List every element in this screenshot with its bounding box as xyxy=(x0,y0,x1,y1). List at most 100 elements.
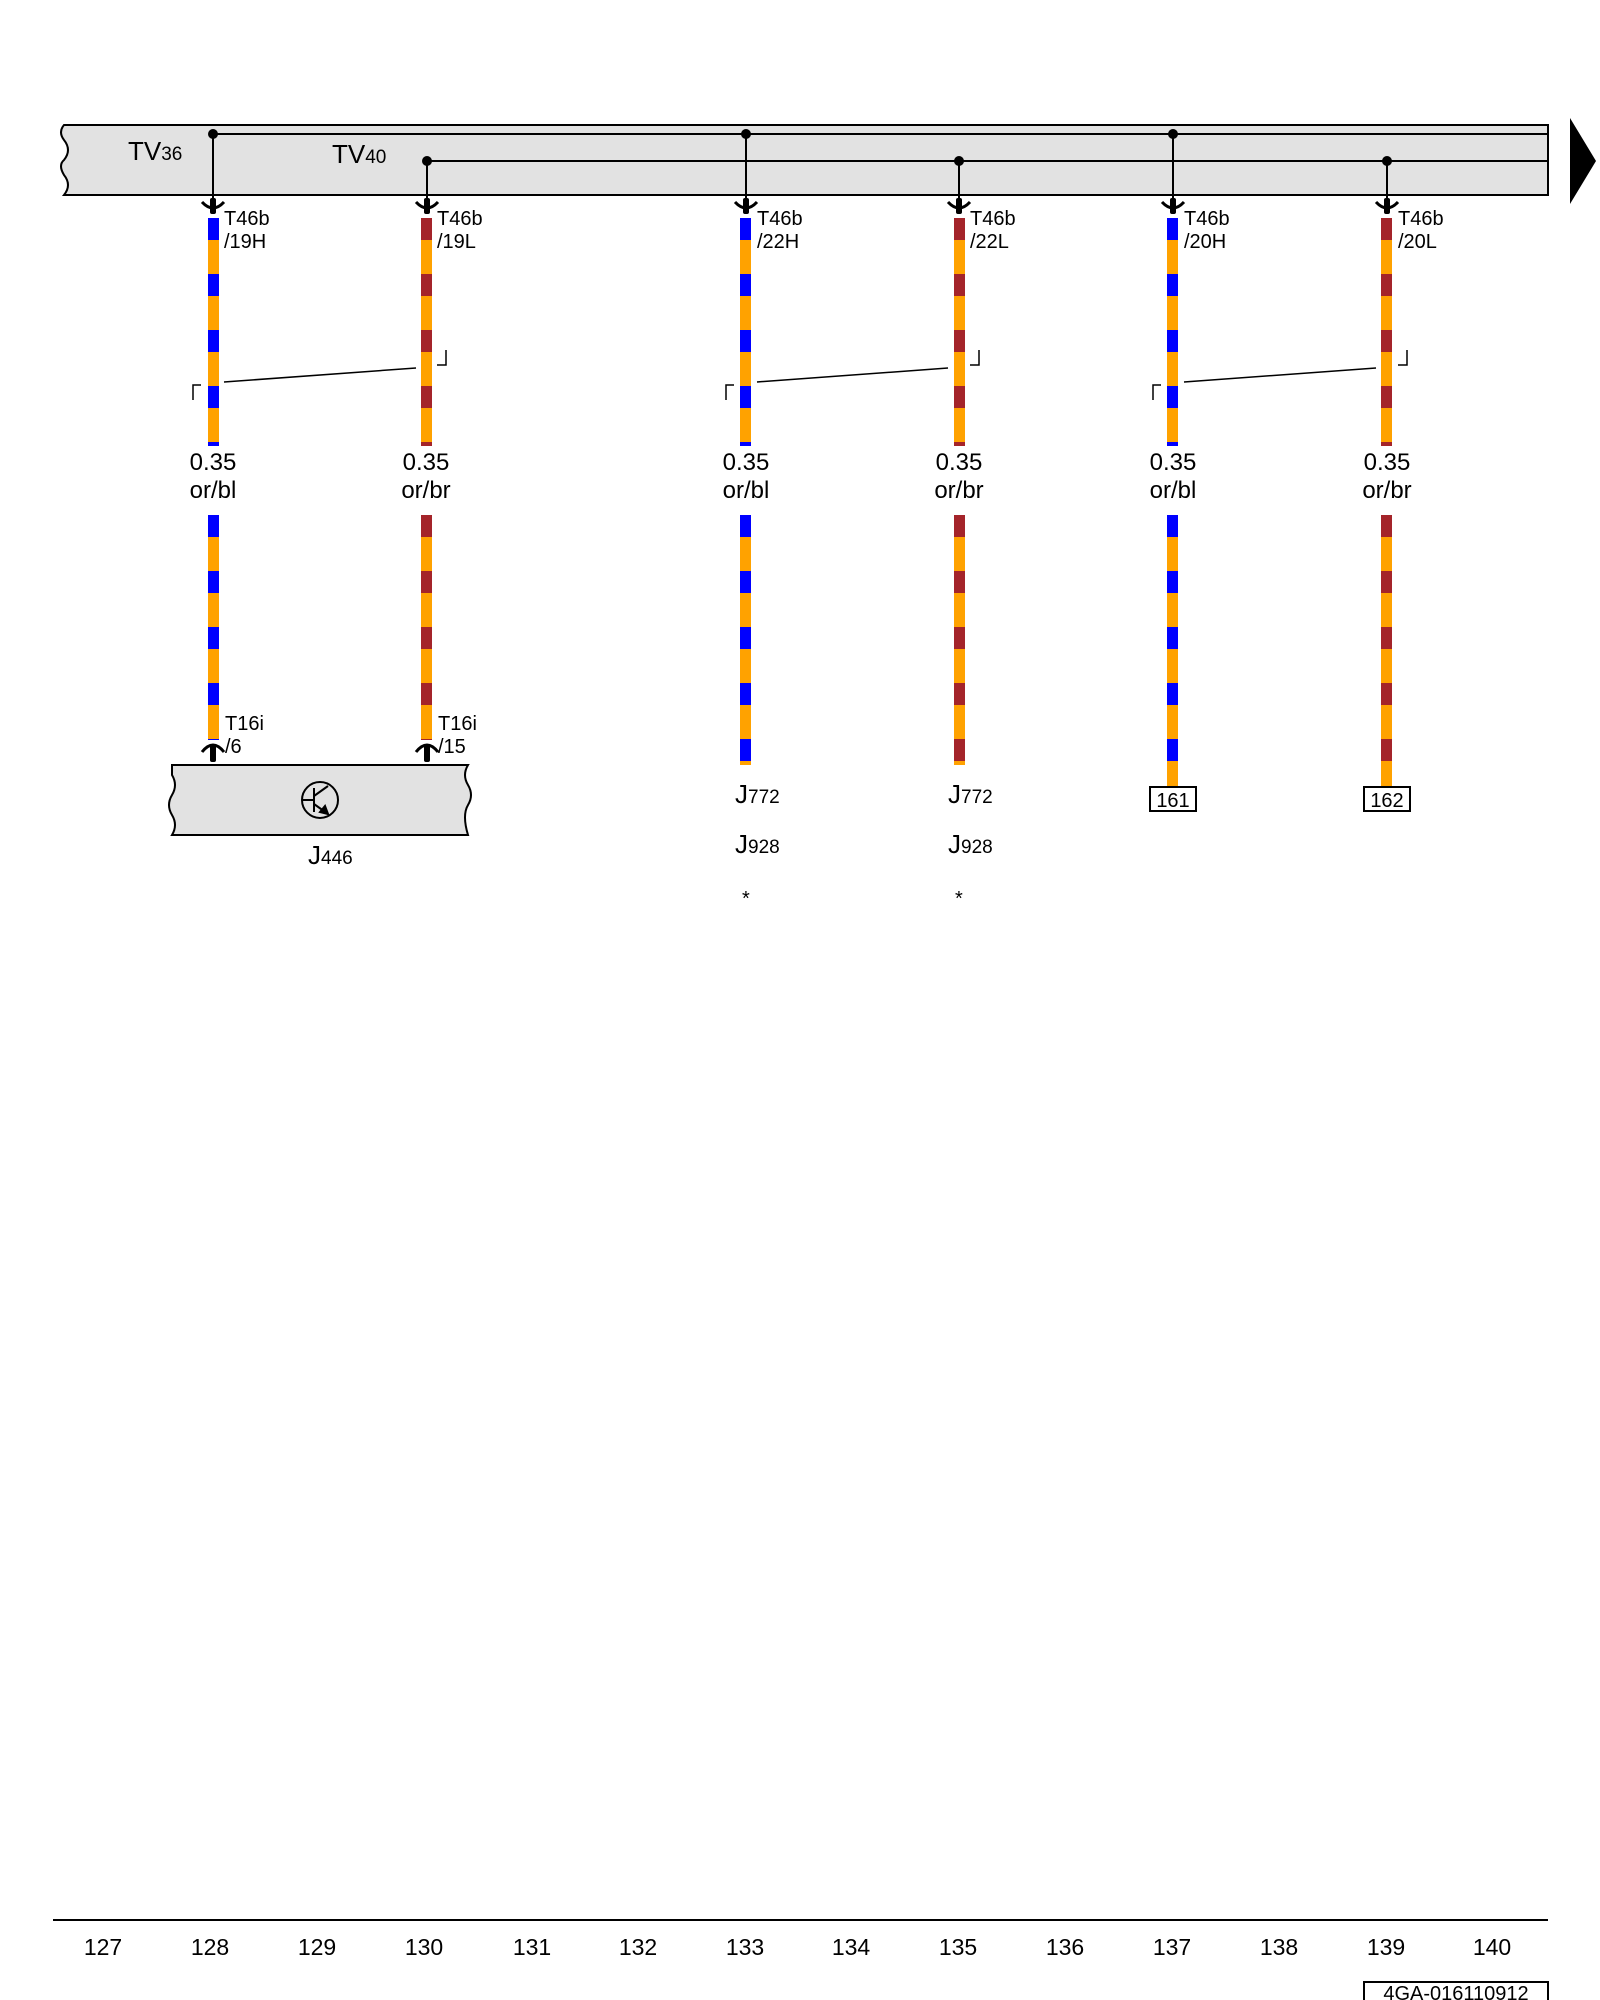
wire-stripe-130-0 xyxy=(421,515,432,537)
connector-pin-icon xyxy=(1160,198,1186,214)
wire-139-connector: T46b xyxy=(1398,208,1444,230)
wire-stripe-128-3 xyxy=(208,683,219,705)
wire-139: T46b /20L 0.35 or/br xyxy=(1362,208,1444,787)
dest-135-line2-main: J xyxy=(948,829,961,859)
wire-stripe-130-0 xyxy=(421,218,432,240)
column-numbers: 127 128 129 130 131 132 133 134 135 136 … xyxy=(84,1934,1511,1960)
wire-133-color-code: or/bl xyxy=(723,477,770,504)
dest-133-line1: J772 xyxy=(735,779,780,809)
connector-pin-icon xyxy=(200,198,226,214)
connector-pin-icon xyxy=(733,198,759,214)
junction-dot xyxy=(1382,156,1392,166)
column-number: 127 xyxy=(84,1934,122,1960)
wire-stripe-137-2 xyxy=(1167,330,1178,352)
dest-135-line2: J928 xyxy=(948,829,993,859)
wire-stripe-139-3 xyxy=(1381,386,1392,408)
wire-stripe-139-0 xyxy=(1381,515,1392,537)
bottom-connector-2-pin: /15 xyxy=(438,736,466,758)
dest-133-line2-sub: 928 xyxy=(748,837,780,858)
column-number: 136 xyxy=(1046,1934,1084,1960)
arrow-right-icon xyxy=(1570,118,1596,204)
wire-stripe-128-2 xyxy=(208,627,219,649)
twisted-pair-markers xyxy=(192,350,1408,400)
wire-137-connector: T46b xyxy=(1184,208,1230,230)
twisted-pair-137-139 xyxy=(1152,350,1408,400)
junction-dot xyxy=(422,156,432,166)
wire-stripe-135-3 xyxy=(954,683,965,705)
column-number: 140 xyxy=(1473,1934,1511,1960)
twisted-pair-133-135 xyxy=(725,350,980,400)
wire-stripe-135-2 xyxy=(954,627,965,649)
connector-pin-icon xyxy=(414,743,440,762)
wire-stripe-137-3 xyxy=(1167,386,1178,408)
wire-135-pin: /22L xyxy=(970,231,1009,253)
wire-stripe-137-4 xyxy=(1167,739,1178,761)
wire-stripe-137-2 xyxy=(1167,627,1178,649)
dest-135-line1-sub: 772 xyxy=(961,787,993,808)
wire-130-gauge: 0.35 xyxy=(403,449,450,476)
column-number: 134 xyxy=(832,1934,871,1960)
wire-stripe-133-0 xyxy=(740,515,751,537)
component-j446-box xyxy=(168,764,472,836)
top-connector-symbols xyxy=(200,198,1400,214)
wire-stripe-139-1 xyxy=(1381,274,1392,296)
wire-stripe-135-0 xyxy=(954,218,965,240)
wire-stripe-130-1 xyxy=(421,274,432,296)
wire-stripe-135-4 xyxy=(954,442,965,446)
wire-stripe-130-2 xyxy=(421,627,432,649)
bus-label-tv36: TV36 xyxy=(128,136,182,166)
ref-162-label: 162 xyxy=(1370,790,1403,812)
ref-box-161 xyxy=(1149,786,1197,812)
wire-137-pin: /20H xyxy=(1184,231,1226,253)
wire-stripe-139-4 xyxy=(1381,442,1392,446)
bus-label-tv40-main: TV xyxy=(332,139,366,169)
wire-135: T46b /22L 0.35 or/br xyxy=(934,208,1016,765)
wire-stripe-133-2 xyxy=(740,330,751,352)
dest-135-line2-sub: 928 xyxy=(961,837,993,858)
junction-dot xyxy=(954,156,964,166)
wire-135-color-code: or/br xyxy=(934,477,983,504)
wire-stripe-135-4 xyxy=(954,739,965,761)
wire-stripe-130-3 xyxy=(421,683,432,705)
bus-label-tv40-sub: 40 xyxy=(365,147,386,168)
wire-stripe-137-3 xyxy=(1167,683,1178,705)
wire-stripe-139-2 xyxy=(1381,330,1392,352)
wire-stripe-128-2 xyxy=(208,330,219,352)
wire-130: T46b /19L 0.35 or/br xyxy=(401,208,483,740)
bottom-connector-2-name: T16i xyxy=(438,713,477,735)
wire-stripe-139-1 xyxy=(1381,571,1392,593)
wire-130-color-code: or/br xyxy=(401,477,450,504)
component-j446-label: J446 xyxy=(308,840,353,870)
wire-stripe-137-0 xyxy=(1167,218,1178,240)
wire-stripe-135-3 xyxy=(954,386,965,408)
wire-stripe-139-0 xyxy=(1381,218,1392,240)
wire-stripe-135-0 xyxy=(954,515,965,537)
dest-133-note: * xyxy=(742,888,750,910)
wire-128: T46b /19H 0.35 or/bl xyxy=(190,208,270,740)
wire-stripe-130-1 xyxy=(421,571,432,593)
wire-stripe-137-0 xyxy=(1167,515,1178,537)
wire-stripe-128-3 xyxy=(208,386,219,408)
wire-stripe-130-2 xyxy=(421,330,432,352)
wire-stripe-133-3 xyxy=(740,683,751,705)
wire-139-lower xyxy=(1381,515,1392,787)
dest-135-line1-main: J xyxy=(948,779,961,809)
wire-stripe-128-0 xyxy=(208,218,219,240)
wire-stripe-139-3 xyxy=(1381,683,1392,705)
wire-stripe-133-1 xyxy=(740,571,751,593)
wire-133-pin: /22H xyxy=(757,231,799,253)
bus-label-tv36-main: TV xyxy=(128,136,162,166)
wire-stripe-133-3 xyxy=(740,386,751,408)
wire-135-gauge: 0.35 xyxy=(936,449,983,476)
column-number: 130 xyxy=(405,1934,443,1960)
wire-135-connector: T46b xyxy=(970,208,1016,230)
column-number: 131 xyxy=(513,1934,551,1960)
wire-137: T46b /20H 0.35 or/bl xyxy=(1150,208,1230,787)
wire-stripe-135-2 xyxy=(954,330,965,352)
column-number: 132 xyxy=(619,1934,657,1960)
wire-stripe-130-4 xyxy=(421,442,432,446)
wire-stripe-139-4 xyxy=(1381,739,1392,761)
column-number: 128 xyxy=(191,1934,229,1960)
wire-stripe-137-1 xyxy=(1167,571,1178,593)
